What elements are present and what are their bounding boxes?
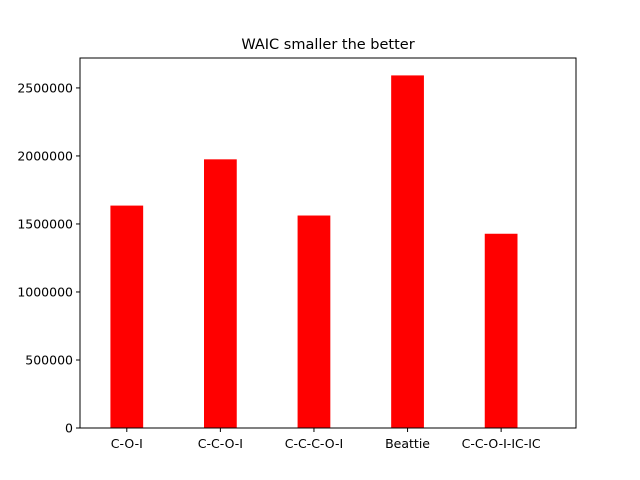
x-tick-label: C-C-O-I-IC-IC [462,436,541,451]
bar [484,233,518,428]
x-tick-label: C-C-C-O-I [285,436,343,451]
y-tick-label: 0 [65,421,73,436]
y-tick-label: 2000000 [17,148,73,163]
bar [391,75,424,428]
bar [204,159,237,428]
x-tick-label: C-C-O-I [198,436,243,451]
y-tick-label: 1000000 [17,284,73,299]
plot-frame [79,57,577,429]
y-tick-label: 500000 [25,352,73,367]
y-axis: 0 500000 1000000 1500000 2000000 2500000 [17,80,80,436]
bar [110,205,144,428]
bars-layer [110,75,518,428]
chart-title: WAIC smaller the better [241,37,414,53]
bar [297,215,331,428]
x-axis: C-O-I C-C-O-I C-C-C-O-I Beattie C-C-O-I-IC-I… [111,428,541,451]
x-tick-label: C-O-I [111,436,143,451]
y-tick-label: 1500000 [17,216,73,231]
x-tick-label: Beattie [385,436,430,451]
y-tick-label: 2500000 [17,80,73,95]
